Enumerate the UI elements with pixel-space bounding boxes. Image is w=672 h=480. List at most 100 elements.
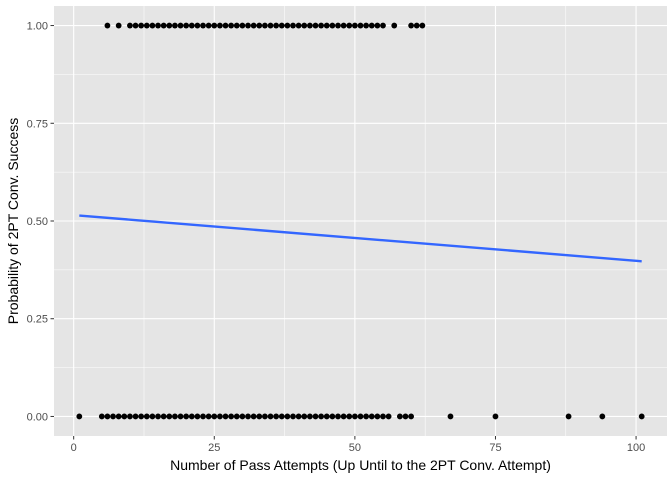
success-point [155, 22, 161, 29]
success-point [194, 22, 201, 29]
success-point [419, 22, 426, 29]
failure-point [301, 413, 308, 420]
failure-point [295, 413, 302, 420]
success-point [138, 22, 145, 29]
success-point [177, 22, 184, 29]
success-point [267, 22, 274, 29]
y-tick-label: 0.75 [27, 118, 48, 130]
success-point [363, 22, 370, 29]
success-point [391, 22, 398, 29]
success-point [290, 22, 296, 29]
success-point [374, 22, 381, 29]
success-point [143, 22, 150, 29]
failure-point [217, 413, 223, 420]
success-point [256, 22, 263, 29]
y-axis: 0.00 0.25 0.50 0.75 1.00 [27, 21, 54, 423]
failure-point [211, 413, 218, 420]
failure-point [155, 413, 161, 420]
success-point [250, 22, 257, 29]
x-tick-label: 25 [208, 442, 220, 454]
x-tick-label: 50 [349, 442, 361, 454]
fit-line-group [79, 214, 642, 263]
failure-point [492, 413, 499, 420]
failure-point [115, 413, 122, 420]
x-tick-label: 0 [71, 442, 77, 454]
failure-point [194, 413, 201, 420]
failure-point [565, 413, 572, 420]
failure-point [110, 413, 116, 420]
failure-point [98, 413, 105, 420]
failure-point [273, 413, 280, 420]
failure-point [638, 413, 645, 420]
success-point [329, 22, 336, 29]
success-point [273, 22, 280, 29]
failure-point [267, 413, 274, 420]
success-point [284, 22, 291, 29]
success-point [205, 22, 212, 29]
success-point [104, 22, 111, 29]
failure-point [138, 413, 145, 420]
failure-point [374, 413, 381, 420]
success-point [188, 22, 195, 29]
failure-point [104, 413, 111, 420]
failure-point [351, 413, 358, 420]
success-point [261, 22, 268, 29]
failure-point [222, 413, 229, 420]
failure-point [323, 413, 330, 420]
failure-point [357, 413, 364, 420]
fit-line [79, 214, 642, 263]
failure-point [228, 413, 235, 420]
failure-point [127, 413, 133, 420]
success-point [183, 22, 190, 29]
failure-point [306, 413, 313, 420]
success-point [413, 22, 420, 29]
success-point [217, 22, 223, 29]
success-point [346, 22, 353, 29]
success-point [233, 22, 240, 29]
success-point [295, 22, 302, 29]
failure-point [346, 413, 353, 420]
y-tick-label: 0.50 [27, 216, 48, 228]
x-tick-label: 100 [627, 442, 645, 454]
failure-point [408, 413, 415, 420]
failure-point [335, 413, 341, 420]
failure-point [396, 413, 403, 420]
failure-point [200, 413, 206, 420]
failure-point [239, 413, 246, 420]
success-point [380, 22, 386, 29]
failure-point [340, 413, 347, 420]
success-point [228, 22, 235, 29]
x-axis: 0 25 50 75 100 [71, 436, 645, 454]
failure-point [278, 413, 285, 420]
success-point [340, 22, 347, 29]
failure-point [76, 413, 83, 420]
success-point [335, 22, 341, 29]
failure-point [312, 413, 319, 420]
success-point [211, 22, 218, 29]
failure-point [318, 413, 325, 420]
success-point [132, 22, 139, 29]
success-point [239, 22, 246, 29]
failure-point [188, 413, 195, 420]
success-point [312, 22, 319, 29]
success-point [166, 22, 173, 29]
x-axis-title: Number of Pass Attempts (Up Until to the… [170, 457, 551, 473]
failure-point [329, 413, 336, 420]
failure-point [368, 413, 375, 420]
failure-point [284, 413, 291, 420]
failure-point [160, 413, 167, 420]
success-point [222, 22, 229, 29]
failure-point [143, 413, 150, 420]
success-point [306, 22, 313, 29]
y-tick-label: 0.25 [27, 314, 48, 326]
failure-point [385, 413, 392, 420]
success-point [318, 22, 325, 29]
success-point [351, 22, 358, 29]
failure-point [166, 413, 173, 420]
failure-point [447, 413, 454, 420]
failure-point [233, 413, 240, 420]
success-point [323, 22, 330, 29]
success-point [115, 22, 122, 29]
failure-point [121, 413, 128, 420]
